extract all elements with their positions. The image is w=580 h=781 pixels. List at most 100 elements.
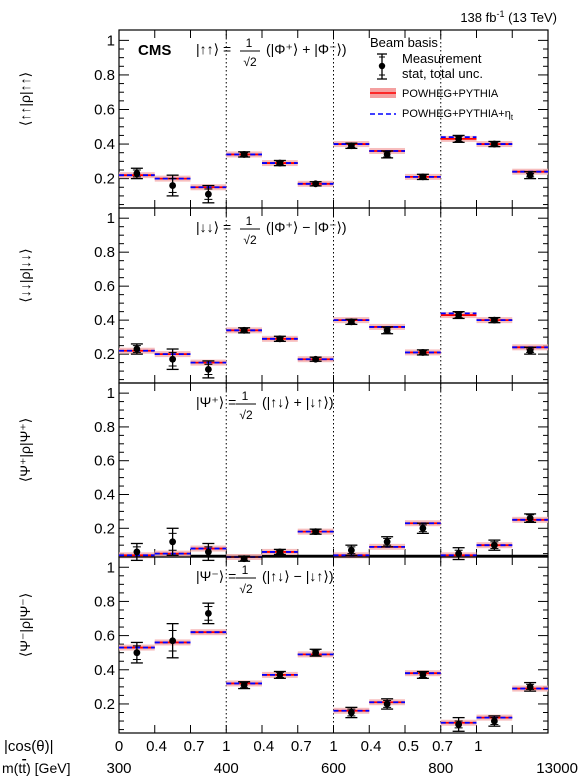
measurement-point bbox=[133, 345, 141, 353]
formula-numerator: 1 bbox=[246, 36, 253, 50]
measurement-point bbox=[455, 311, 463, 319]
panel-formula-state: |↓↓⟩ = bbox=[196, 219, 231, 235]
x-tick-label-cos: 0.4 bbox=[253, 738, 274, 755]
x-tick-label-mass: 13000 bbox=[536, 760, 578, 777]
y-tick-label: 0.4 bbox=[94, 312, 115, 329]
x-axis-label-mass: m(tt) [GeV] bbox=[2, 760, 70, 776]
panel-formula-state: |↑↑⟩ = bbox=[196, 41, 231, 57]
legend-measurement-label: Measurement bbox=[402, 51, 482, 66]
measurement-point bbox=[526, 683, 534, 691]
measurement-point bbox=[204, 609, 212, 617]
x-tick-label-cos: 0.4 bbox=[146, 738, 167, 755]
measurement-point bbox=[276, 548, 284, 556]
x-tick-label-cos: 0.7 bbox=[291, 738, 312, 755]
formula-numerator: 1 bbox=[246, 214, 253, 228]
panel-formula-combination: (|↑↓⟩ − |↓↑⟩) bbox=[262, 568, 333, 584]
measurement-point bbox=[419, 349, 427, 356]
x-tick-label-cos: 0.4 bbox=[361, 738, 382, 755]
measurement-point bbox=[383, 700, 391, 708]
x-tick-label-mass: 600 bbox=[321, 760, 346, 777]
x-tick-label-cos: 1 bbox=[222, 738, 230, 755]
y-axis-label: ⟨↓↓|ρ|↓↓⟩ bbox=[17, 248, 33, 302]
formula-denominator: √2 bbox=[239, 408, 253, 422]
y-tick-label: 0.2 bbox=[94, 520, 115, 537]
x-tick-label-mass: 300 bbox=[106, 760, 131, 777]
legend-measurement-sublabel: stat, total unc. bbox=[402, 66, 483, 81]
measurement-point bbox=[240, 555, 248, 563]
panel-formula-combination: (|Φ⁺⟩ + |Φ⁻⟩) bbox=[266, 41, 347, 57]
y-tick-label: 1 bbox=[107, 32, 115, 49]
measurement-point bbox=[169, 182, 177, 189]
x-tick-label-cos: 1 bbox=[474, 738, 482, 755]
measurement-point bbox=[276, 335, 284, 343]
formula-denominator: √2 bbox=[243, 233, 257, 247]
measurement-point bbox=[240, 326, 248, 334]
measurement-point bbox=[240, 151, 248, 158]
panel-formula-state: |Ψ⁺⟩ = bbox=[196, 394, 236, 410]
measurement-point bbox=[419, 173, 427, 181]
legend-title: Beam basis bbox=[370, 35, 438, 50]
y-tick-label: 0.4 bbox=[94, 662, 115, 679]
y-tick-label: 0.4 bbox=[94, 486, 115, 503]
y-axis-label: ⟨↑↑|ρ|↑↑⟩ bbox=[17, 72, 33, 126]
y-tick-label: 1 bbox=[107, 559, 115, 576]
measurement-point bbox=[526, 347, 534, 355]
y-tick-label: 0.6 bbox=[94, 101, 115, 118]
measurement-point bbox=[312, 355, 320, 363]
measurement-point bbox=[526, 514, 534, 522]
y-tick-label: 0.8 bbox=[94, 67, 115, 84]
measurement-point bbox=[312, 180, 320, 188]
measurement-point bbox=[419, 671, 427, 679]
y-tick-label: 1 bbox=[107, 210, 115, 227]
measurement-point bbox=[133, 649, 141, 657]
formula-numerator: 1 bbox=[242, 563, 249, 577]
x-tick-label-mass: 800 bbox=[428, 760, 453, 777]
measurement-point bbox=[383, 538, 391, 546]
panels-group: 0.2 0.4 0.6 0.8 1 ⟨↑↑|ρ|↑↑⟩ |↑↑⟩ = 1 √2 (|Φ⁺⟩ + … bbox=[17, 29, 549, 734]
legend-powheg-eta-label: POWHEG+PYTHIA+ηt bbox=[402, 108, 514, 122]
measurement-point bbox=[169, 538, 177, 546]
x-tick-label-mass: 400 bbox=[214, 760, 239, 777]
measurement-point bbox=[276, 671, 284, 679]
y-tick-label: 0.8 bbox=[94, 419, 115, 436]
measurement-point bbox=[383, 151, 391, 158]
panel-formula-combination: (|Φ⁺⟩ − |Φ⁻⟩) bbox=[266, 219, 347, 235]
y-tick-label: 0.4 bbox=[94, 136, 115, 153]
formula-denominator: √2 bbox=[243, 55, 257, 69]
measurement-point bbox=[347, 709, 355, 716]
measurement-point bbox=[169, 355, 177, 363]
measurement-point bbox=[204, 190, 212, 198]
measurement-point bbox=[240, 681, 248, 689]
measurement-point bbox=[204, 548, 212, 556]
measurement-point bbox=[383, 326, 391, 334]
x-tick-label-cos: 0.5 bbox=[398, 738, 419, 755]
measurement-point bbox=[455, 550, 463, 558]
measurement-point bbox=[526, 171, 534, 179]
x-axis: |cos(θ)| m(tt) [GeV] 0 0.4 0.7 1 0.4 0.7 1 0.4 0.5… bbox=[2, 738, 578, 777]
measurement-point bbox=[312, 649, 320, 657]
y-tick-label: 0.8 bbox=[94, 593, 115, 610]
panel-formula-combination: (|↑↓⟩ + |↓↑⟩) bbox=[262, 394, 333, 410]
luminosity-label: 138 fb-1 (13 TeV) bbox=[460, 9, 557, 25]
measurement-point bbox=[312, 528, 320, 536]
formula-denominator: √2 bbox=[239, 582, 253, 596]
measurement-point bbox=[490, 717, 498, 725]
measurement-point bbox=[455, 721, 463, 728]
y-tick-label: 0.6 bbox=[94, 453, 115, 470]
measurement-point bbox=[169, 637, 177, 645]
panel-formula-state: |Ψ⁻⟩ = bbox=[196, 568, 236, 584]
measurement-point bbox=[490, 316, 498, 324]
legend-measurement-marker bbox=[377, 53, 387, 80]
legend-powheg-marker bbox=[370, 88, 396, 98]
measurement-point bbox=[419, 524, 427, 532]
y-tick-label: 0.8 bbox=[94, 244, 115, 261]
y-axis-label: ⟨Ψ⁻|ρ|Ψ⁻⟩ bbox=[17, 593, 33, 657]
measurement-point bbox=[347, 546, 355, 554]
measurement-point bbox=[204, 366, 212, 373]
formula-numerator: 1 bbox=[242, 389, 249, 403]
measurement-point bbox=[347, 142, 355, 150]
measurement-point bbox=[455, 135, 463, 143]
legend-powheg-label: POWHEG+PYTHIA bbox=[402, 88, 499, 100]
cms-label: CMS bbox=[138, 42, 171, 59]
